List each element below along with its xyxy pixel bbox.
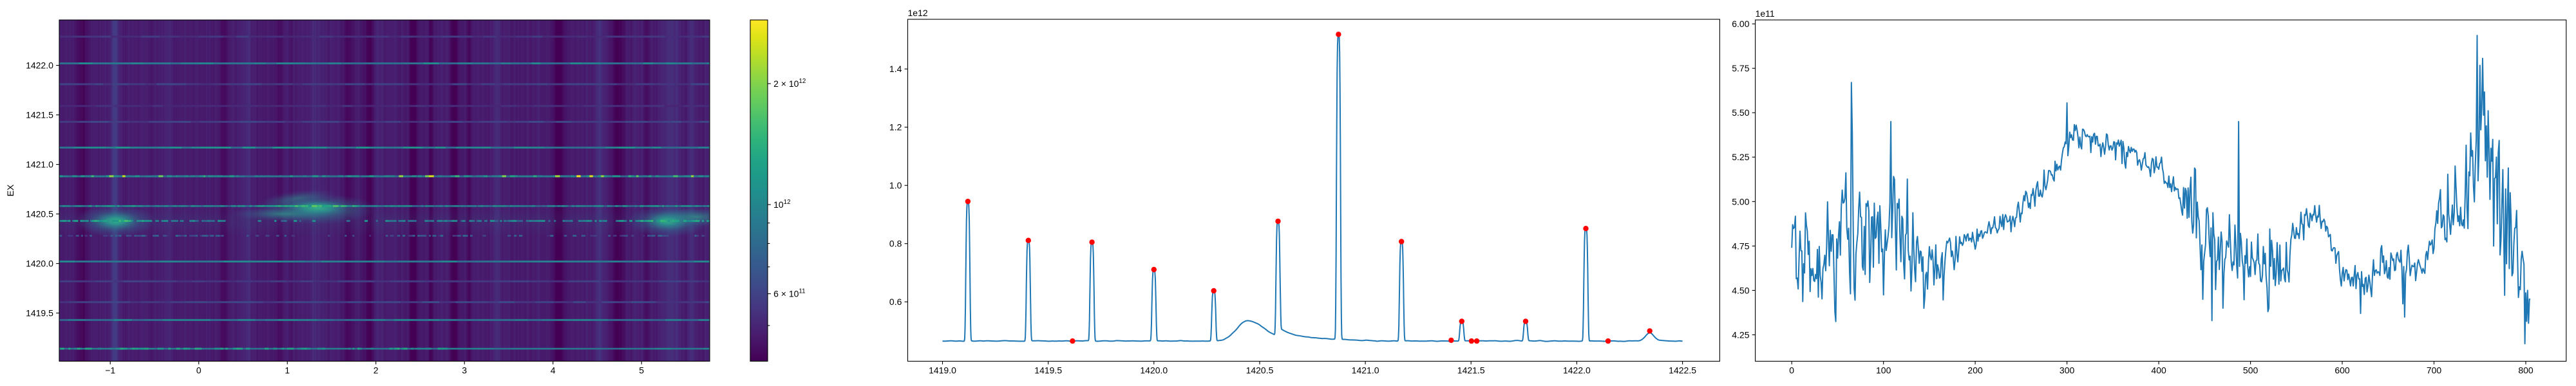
svg-text:2 × 1012: 2 × 1012 bbox=[773, 78, 806, 89]
svg-text:4.50: 4.50 bbox=[1732, 285, 1749, 295]
svg-text:1422.0: 1422.0 bbox=[26, 60, 53, 71]
svg-text:1e12: 1e12 bbox=[908, 8, 928, 18]
svg-text:1421.5: 1421.5 bbox=[1457, 365, 1485, 376]
svg-text:600: 600 bbox=[2334, 365, 2350, 376]
svg-text:2: 2 bbox=[374, 365, 379, 376]
svg-text:1.0: 1.0 bbox=[889, 180, 902, 190]
svg-text:800: 800 bbox=[2518, 365, 2533, 376]
svg-text:100: 100 bbox=[1876, 365, 1891, 376]
svg-text:1422.0: 1422.0 bbox=[1563, 365, 1591, 376]
svg-text:1421.0: 1421.0 bbox=[26, 160, 53, 170]
svg-text:300: 300 bbox=[2060, 365, 2075, 376]
svg-text:1422.5: 1422.5 bbox=[1669, 365, 1696, 376]
svg-text:1420.5: 1420.5 bbox=[26, 209, 53, 219]
svg-text:1419.5: 1419.5 bbox=[26, 308, 53, 318]
svg-text:700: 700 bbox=[2427, 365, 2442, 376]
svg-text:1420.0: 1420.0 bbox=[26, 259, 53, 269]
svg-text:5.50: 5.50 bbox=[1732, 107, 1749, 118]
svg-text:1421.0: 1421.0 bbox=[1352, 365, 1379, 376]
svg-text:4: 4 bbox=[551, 365, 556, 376]
svg-text:1.4: 1.4 bbox=[889, 64, 902, 74]
svg-text:1419.0: 1419.0 bbox=[929, 365, 956, 376]
svg-text:4.75: 4.75 bbox=[1732, 241, 1749, 251]
svg-text:1420.0: 1420.0 bbox=[1140, 365, 1168, 376]
svg-text:1e11: 1e11 bbox=[1756, 8, 1775, 19]
svg-text:6.00: 6.00 bbox=[1732, 19, 1749, 29]
svg-text:500: 500 bbox=[2243, 365, 2259, 376]
svg-text:5.00: 5.00 bbox=[1732, 196, 1749, 207]
svg-text:0: 0 bbox=[196, 365, 202, 376]
svg-text:1421.5: 1421.5 bbox=[26, 110, 53, 120]
svg-text:3: 3 bbox=[462, 365, 467, 376]
svg-text:6 × 1011: 6 × 1011 bbox=[773, 288, 806, 299]
svg-text:0: 0 bbox=[1789, 365, 1794, 376]
svg-text:1419.5: 1419.5 bbox=[1034, 365, 1062, 376]
svg-text:200: 200 bbox=[1967, 365, 1983, 376]
svg-text:4.25: 4.25 bbox=[1732, 329, 1749, 340]
svg-text:0.8: 0.8 bbox=[889, 239, 902, 249]
svg-text:1.2: 1.2 bbox=[889, 122, 902, 133]
svg-text:0.6: 0.6 bbox=[889, 297, 902, 307]
svg-text:400: 400 bbox=[2151, 365, 2166, 376]
svg-text:1: 1 bbox=[285, 365, 290, 376]
svg-text:5: 5 bbox=[639, 365, 644, 376]
svg-text:1420.5: 1420.5 bbox=[1246, 365, 1274, 376]
svg-text:5.25: 5.25 bbox=[1732, 152, 1749, 162]
svg-text:−1: −1 bbox=[105, 365, 115, 376]
svg-text:5.75: 5.75 bbox=[1732, 63, 1749, 73]
svg-text:EX: EX bbox=[5, 184, 15, 196]
